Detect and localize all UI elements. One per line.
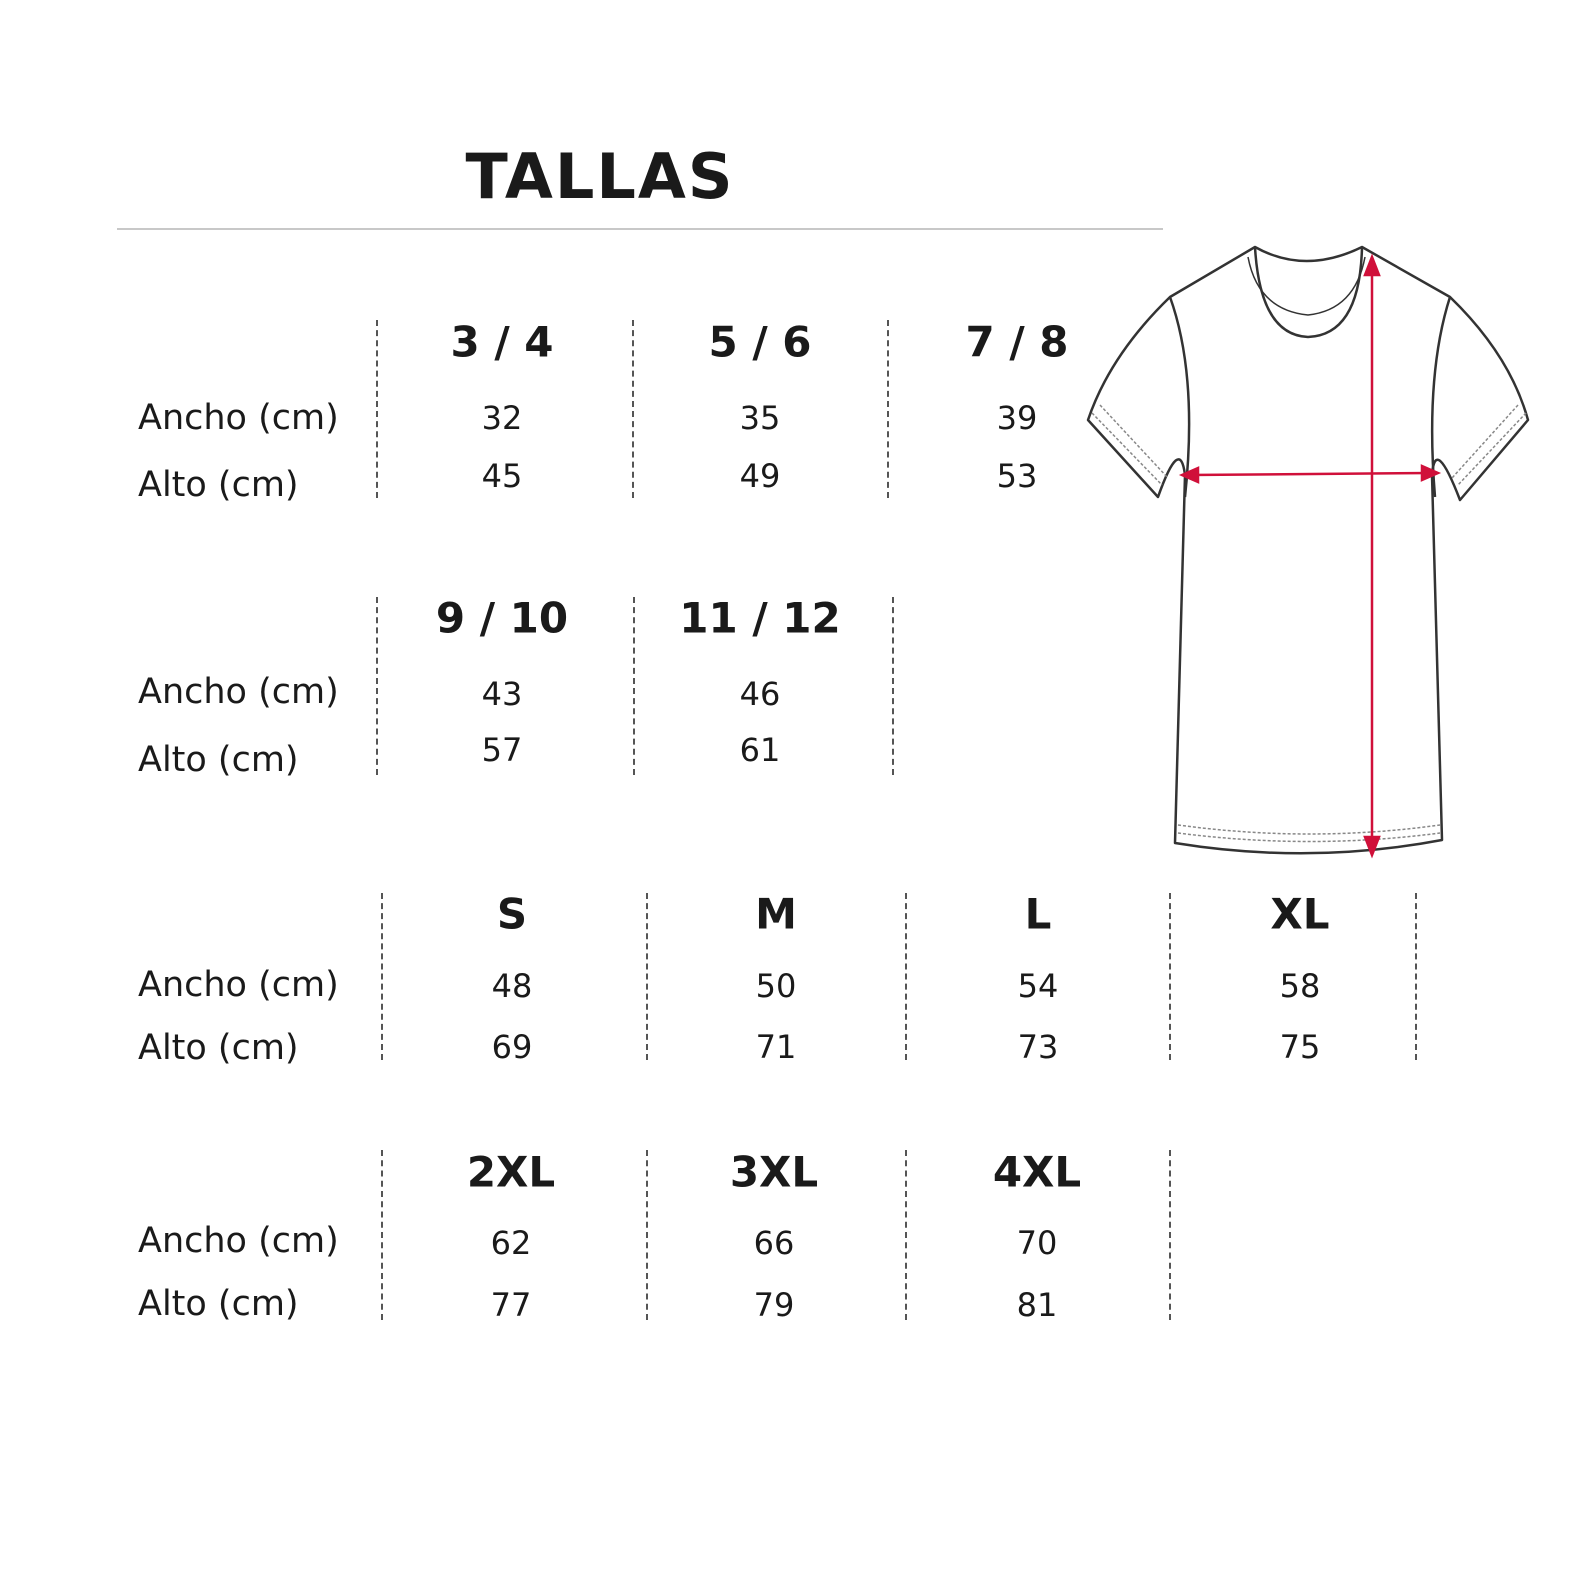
page-title: TALLAS: [465, 140, 735, 213]
size-header: 3XL: [729, 1147, 819, 1197]
column-divider: [1169, 893, 1171, 1060]
column-divider: [1169, 1150, 1171, 1320]
size-header: 3 / 4: [450, 317, 554, 367]
width-value: 32: [481, 399, 523, 437]
height-value: 69: [491, 1028, 533, 1066]
column-divider: [905, 893, 907, 1060]
height-value: 77: [490, 1286, 532, 1324]
height-value: 81: [1016, 1286, 1058, 1324]
size-header: 7 / 8: [965, 317, 1069, 367]
size-header: S: [496, 889, 528, 939]
column-divider: [376, 320, 378, 498]
height-value: 49: [739, 457, 781, 495]
column-divider: [887, 320, 889, 498]
row-label-height: Alto (cm): [138, 1028, 299, 1068]
column-divider: [381, 1150, 383, 1320]
width-value: 35: [739, 399, 781, 437]
title-divider: [117, 228, 1163, 230]
column-divider: [1415, 893, 1417, 1060]
size-header: 5 / 6: [708, 317, 812, 367]
column-divider: [632, 320, 634, 498]
width-value: 48: [491, 967, 533, 1005]
column-divider: [633, 597, 635, 775]
row-label-width: Ancho (cm): [138, 398, 339, 438]
column-divider: [905, 1150, 907, 1320]
row-label-width: Ancho (cm): [138, 965, 339, 1005]
column-divider: [646, 893, 648, 1060]
width-value: 70: [1016, 1224, 1058, 1262]
size-header: M: [755, 889, 797, 939]
height-value: 75: [1279, 1028, 1321, 1066]
column-divider: [381, 893, 383, 1060]
t-shirt-measurement-icon: [1086, 245, 1530, 859]
height-value: 53: [996, 457, 1038, 495]
column-divider: [892, 597, 894, 775]
height-value: 73: [1017, 1028, 1059, 1066]
row-label-width: Ancho (cm): [138, 672, 339, 712]
size-header: 2XL: [466, 1147, 556, 1197]
column-divider: [646, 1150, 648, 1320]
size-header: 11 / 12: [679, 593, 841, 643]
row-label-height: Alto (cm): [138, 1284, 299, 1324]
height-value: 61: [739, 731, 781, 769]
width-value: 66: [753, 1224, 795, 1262]
width-value: 58: [1279, 967, 1321, 1005]
width-value: 39: [996, 399, 1038, 437]
height-value: 71: [755, 1028, 797, 1066]
row-label-height: Alto (cm): [138, 465, 299, 505]
width-value: 50: [755, 967, 797, 1005]
width-value: 43: [481, 675, 523, 713]
row-label-width: Ancho (cm): [138, 1221, 339, 1261]
size-header: 4XL: [992, 1147, 1082, 1197]
column-divider: [376, 597, 378, 775]
width-value: 54: [1017, 967, 1059, 1005]
size-header: XL: [1270, 889, 1330, 939]
height-value: 45: [481, 457, 523, 495]
size-header: L: [1024, 889, 1052, 939]
height-value: 79: [753, 1286, 795, 1324]
height-value: 57: [481, 731, 523, 769]
width-value: 46: [739, 675, 781, 713]
row-label-height: Alto (cm): [138, 740, 299, 780]
size-header: 9 / 10: [435, 593, 569, 643]
width-value: 62: [490, 1224, 532, 1262]
